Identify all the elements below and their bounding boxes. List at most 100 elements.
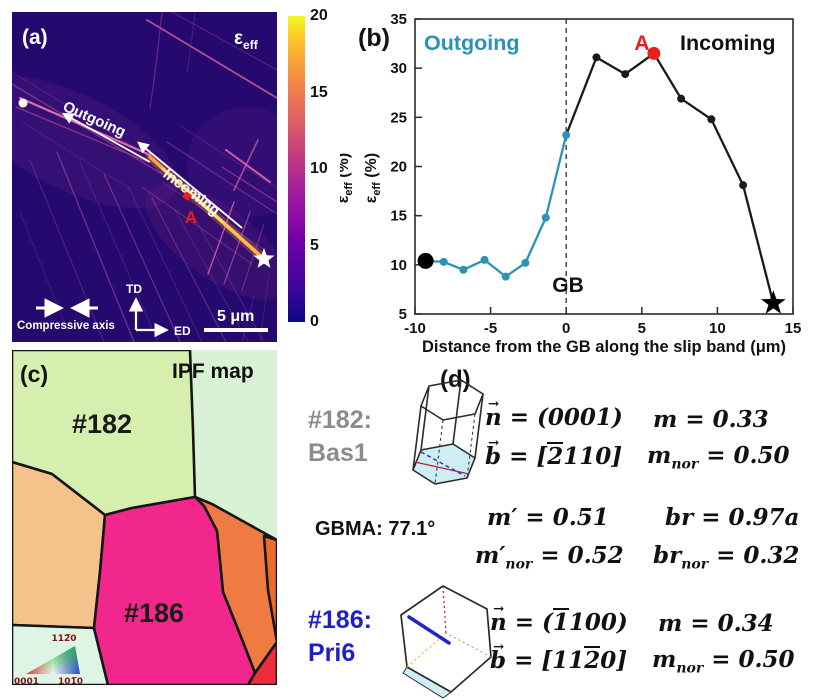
y-axis-label-1: εeff (%) xyxy=(340,153,355,203)
grain-182-header: #182: Bas1 xyxy=(308,404,372,469)
end-star-marker xyxy=(761,290,786,314)
grain-186-header: #186: Pri6 xyxy=(308,604,372,669)
point-a-chart-marker xyxy=(647,46,661,60)
data-point xyxy=(480,255,489,264)
y-tick-label: 15 xyxy=(390,208,407,225)
ipf-triangle-bottom-right-label: 101̅0 xyxy=(58,677,83,685)
incoming-arrow xyxy=(137,141,243,229)
y-tick-label: 20 xyxy=(390,159,407,176)
colorbar xyxy=(288,16,305,322)
colorbar-tick-label: 15 xyxy=(310,83,328,101)
data-point xyxy=(459,265,468,274)
eq-m-182: m = 0.33 xyxy=(653,406,769,433)
colorbar-labels: 20 15 10 5 0 xyxy=(310,0,350,340)
ed-axis-label: ED xyxy=(174,324,191,338)
map-title: εeff xyxy=(234,28,259,52)
x-tick-label: -5 xyxy=(484,320,497,337)
colorbar-tick-label: 10 xyxy=(310,160,328,177)
incoming-region-label: Incoming xyxy=(680,31,776,55)
grain-182-id: #182: xyxy=(308,406,372,434)
band-end-star xyxy=(253,248,275,268)
basal-slip-crystal-diagram xyxy=(412,379,484,485)
vector-arrow: → xyxy=(488,434,500,451)
series-outgoing xyxy=(425,134,568,278)
scale-bar xyxy=(204,328,268,332)
compressive-axis-label: Compressive axis xyxy=(17,320,115,332)
data-point xyxy=(562,131,571,140)
eq-b-182: → b = [2110] xyxy=(485,434,623,470)
ipf-map-title: IPF map xyxy=(172,360,254,383)
x-tick-label: 5 xyxy=(638,320,646,337)
axis-box xyxy=(414,18,794,315)
series-incoming xyxy=(565,52,775,304)
eq-br-nor: brnor = 0.32 xyxy=(653,542,800,573)
eq-m-prime: m′ = 0.51 xyxy=(487,504,609,531)
point-a-label: A xyxy=(185,208,197,227)
data-point xyxy=(521,258,530,267)
ipf-map: (c) IPF map #182 #186 112̅0 0001 101̅0 xyxy=(12,350,277,685)
chart-point-a-label: A xyxy=(634,32,649,55)
eq-m-186: m = 0.34 xyxy=(658,610,774,637)
eq-n-186: → n = (1100) xyxy=(490,600,628,636)
data-point xyxy=(501,272,510,281)
vector-arrow: → xyxy=(488,395,500,412)
y-tick-label: 25 xyxy=(390,109,407,126)
data-point xyxy=(739,181,748,190)
strain-map: (a) εeff Outgoing Incoming A Compressive… xyxy=(12,12,277,342)
panel-a-label: (a) xyxy=(22,26,48,49)
eq-mnor-186: mnor = 0.50 xyxy=(652,646,795,677)
grain-186-label: #186 xyxy=(124,598,184,628)
grain-far-right-orange xyxy=(262,534,277,644)
grain-186-id: #186: xyxy=(308,606,372,634)
outgoing-region-label: Outgoing xyxy=(424,31,520,55)
start-big-dot-marker xyxy=(417,252,434,269)
eq-b-186: → b = [1120] xyxy=(490,638,628,674)
colorbar-tick-label: 0 xyxy=(310,313,319,330)
scale-bar-label: 5 μm xyxy=(217,308,254,325)
y-tick-label: 35 xyxy=(390,11,407,28)
map-background xyxy=(12,12,277,342)
gbma-label: GBMA: 77.1° xyxy=(315,518,436,540)
data-point xyxy=(621,70,630,79)
grain-186-slip-mode: Pri6 xyxy=(308,638,356,667)
data-point xyxy=(677,94,686,103)
x-tick-label: -10 xyxy=(404,320,426,337)
eq-m-prime-nor: m′nor = 0.52 xyxy=(475,542,624,573)
x-tick-label: 0 xyxy=(562,320,570,337)
ipf-triangle-top-label: 112̅0 xyxy=(51,634,76,644)
band-start-marker xyxy=(18,98,28,108)
grain-bottom-red xyxy=(246,640,277,685)
data-point xyxy=(592,53,601,62)
x-tick-label: 15 xyxy=(785,320,802,337)
grain-182-label: #182 xyxy=(72,409,132,439)
eq-n-182: → n = (0001) xyxy=(485,395,623,431)
panel-b-label: (b) xyxy=(358,24,390,52)
colorbar-tick-label: 20 xyxy=(310,7,328,24)
ipf-triangle-bottom-left-label: 0001 xyxy=(14,677,39,685)
eq-mnor-182: mnor = 0.50 xyxy=(647,442,790,473)
panel-d-label: (d) xyxy=(440,366,471,393)
grain-186-region xyxy=(92,495,257,685)
coordinate-axes xyxy=(128,297,169,338)
point-a-marker xyxy=(182,191,192,201)
chart-plot-area: -10 -5 0 5 10 15 5 10 15 20 25 30 35 xyxy=(390,11,801,337)
slip-transfer-panel: (d) #182: Bas1 → n = (0001) m = 0.33 xyxy=(300,360,823,700)
y-axis-label-2: εeff (%) xyxy=(363,153,383,203)
y-tick-label: 30 xyxy=(390,60,407,77)
y-tick-label: 5 xyxy=(399,306,407,323)
gb-label: GB xyxy=(552,274,584,297)
data-point xyxy=(439,257,448,266)
panel-c-label: (c) xyxy=(20,361,48,387)
slip-band xyxy=(15,96,270,265)
strain-profile-chart: -10 -5 0 5 10 15 5 10 15 20 25 30 35 (b) Outgoing In… xyxy=(340,11,801,356)
grain-182-slip-mode: Bas1 xyxy=(308,438,368,467)
prismatic-slip-crystal-diagram xyxy=(400,585,492,699)
y-tick-label: 10 xyxy=(390,257,407,274)
x-tick-label: 10 xyxy=(709,320,726,337)
data-point xyxy=(707,115,716,124)
ipf-color-triangle: 112̅0 0001 101̅0 xyxy=(14,634,83,685)
outgoing-arrow xyxy=(61,112,151,163)
x-axis-label: Distance from the GB along the slip band… xyxy=(422,338,786,356)
vector-arrow: → xyxy=(493,638,505,655)
